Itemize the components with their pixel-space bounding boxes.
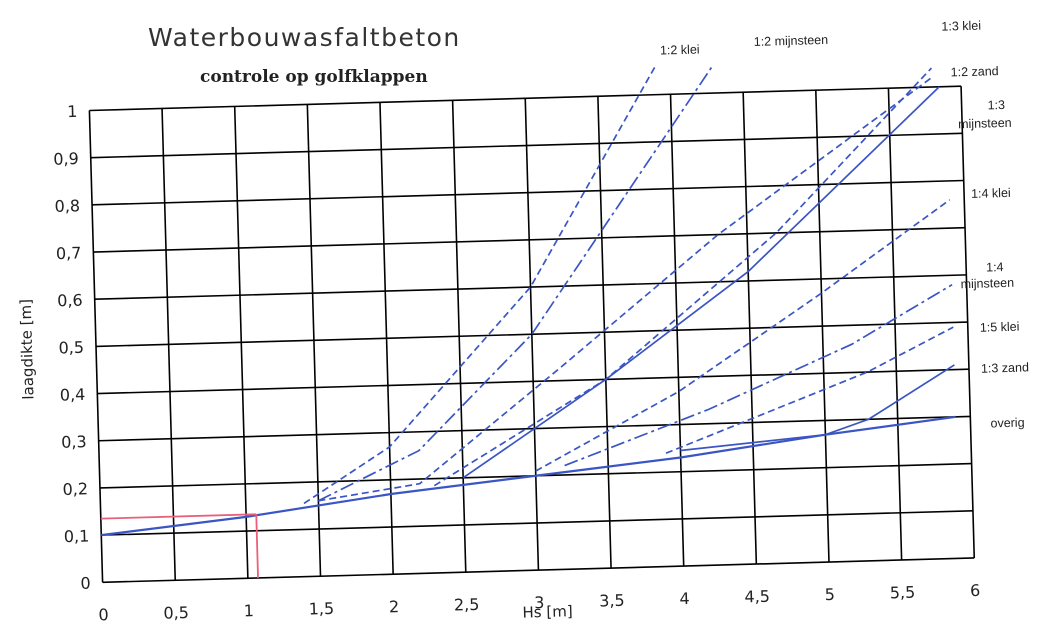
x-tick-label: 3,5 — [599, 591, 625, 611]
series-label: 1:4 klei — [971, 186, 1011, 201]
grid-line-horizontal — [95, 321, 968, 348]
series-line — [318, 76, 933, 502]
x-tick-label: 5 — [825, 585, 836, 604]
grid-line-horizontal — [93, 226, 966, 253]
series-line — [665, 326, 954, 455]
y-tick-label: 1 — [67, 102, 78, 121]
x-tick-label: 0 — [98, 605, 109, 624]
series-label: 1:3 klei — [941, 19, 981, 34]
x-tick-label: 4 — [679, 589, 690, 608]
series-label: 1:4 mijnsteen — [960, 260, 1014, 291]
series-label: 1:2 klei — [660, 42, 700, 57]
grid-line-horizontal — [102, 557, 975, 584]
series-label: 1:2 zand — [950, 64, 998, 79]
curves — [101, 64, 956, 537]
y-tick-label: 0 — [80, 574, 91, 593]
y-tick-label: 0,3 — [61, 432, 87, 452]
chart-subtitle: controle op golfklappen — [200, 67, 428, 87]
x-tick-label: 6 — [970, 581, 981, 600]
grid-line-horizontal — [94, 274, 967, 301]
y-tick-label: 0,4 — [60, 385, 86, 405]
series-line — [303, 65, 656, 505]
series-line — [564, 283, 953, 467]
series-line — [535, 199, 951, 472]
series-label-line: mijnsteen — [960, 276, 1014, 291]
marker-lines — [100, 513, 259, 578]
x-tick-label: 1 — [243, 601, 254, 620]
y-tick-label: 0,7 — [56, 243, 82, 263]
y-tick-labels: 0 0,1 0,2 0,3 0,4 0,5 0,6 0,7 0,8 0,9 1 — [53, 102, 91, 593]
chart-title: Waterbouwasfaltbeton — [148, 23, 461, 52]
series-label: 1:2 mijnsteen — [754, 33, 829, 49]
series-line — [680, 364, 955, 452]
grid-line-horizontal — [101, 509, 973, 536]
x-tick-label: 2 — [389, 597, 400, 616]
grid-line-horizontal — [89, 85, 962, 112]
grid — [88, 85, 976, 584]
x-tick-label: 4,5 — [744, 587, 770, 607]
x-tick-label: 2,5 — [454, 595, 480, 615]
series-line — [433, 67, 933, 487]
x-tick-label: 5,5 — [890, 583, 916, 603]
y-tick-label: 0,6 — [57, 291, 83, 311]
series-line — [462, 86, 940, 479]
series-label: overig — [990, 416, 1024, 431]
y-tick-label: 0,8 — [54, 196, 80, 216]
series-label: 1:3 mijnsteen — [957, 98, 1011, 131]
marker-line-vertical — [255, 514, 259, 578]
series-line — [318, 64, 714, 502]
y-tick-label: 0,2 — [62, 479, 88, 499]
grid-line-horizontal — [90, 132, 963, 159]
series-line — [101, 415, 956, 537]
y-tick-label: 0,1 — [64, 526, 90, 546]
marker-line-horizontal — [100, 513, 257, 520]
series-label-line: 1:3 — [987, 98, 1005, 112]
plot-area: 0 0,5 1 1,5 2 2,5 3 3,5 4 4,5 5 5,5 6 00,10,20,30,40… — [17, 19, 1029, 625]
y-tick-label: 0,9 — [53, 149, 79, 169]
series-label: 1:3 zand — [981, 360, 1029, 375]
series-label-line: 1:4 — [986, 260, 1004, 274]
series-label: 1:5 klei — [980, 320, 1020, 335]
y-axis-label: laagdikte [m] — [17, 299, 38, 400]
grid-line-horizontal — [92, 179, 964, 206]
grid-line-horizontal — [97, 368, 970, 395]
series-label-line: mijnsteen — [958, 116, 1012, 131]
x-tick-label: 0,5 — [163, 603, 189, 623]
x-tick-label: 1,5 — [308, 599, 334, 619]
x-tick-labels: 0 0,5 1 1,5 2 2,5 3 3,5 4 4,5 5 5,5 6 — [98, 581, 980, 625]
x-tick-label: 3 — [534, 593, 545, 612]
y-tick-label: 0,5 — [58, 338, 84, 358]
x-axis-label: Hs [m] — [522, 602, 573, 621]
series-labels: 1:2 klei 1:2 mijnsteen 1:3 klei 1:2 zand 1:3… — [660, 19, 1029, 431]
